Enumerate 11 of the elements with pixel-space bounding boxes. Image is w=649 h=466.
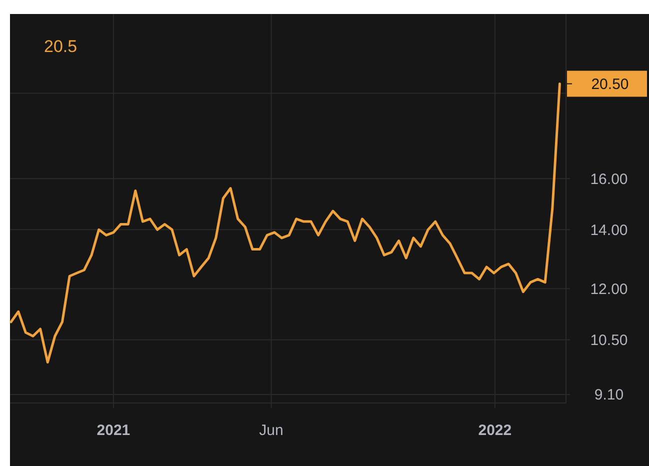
text: 20.5 <box>44 37 78 56</box>
y-tick-label: 12.00 <box>590 280 628 298</box>
y-tick-label: 9.10 <box>594 386 624 404</box>
y-tick-label: 16.00 <box>590 170 628 188</box>
x-tick-label: Jun <box>259 422 284 439</box>
line-series <box>10 82 561 364</box>
y-tick-label: 14.00 <box>590 222 628 239</box>
y-tick-label: 10.50 <box>590 332 628 349</box>
text: 20.50 <box>591 76 629 94</box>
x-tick-label: 2022 <box>478 422 512 439</box>
x-tick-label: 2021 <box>96 422 130 439</box>
